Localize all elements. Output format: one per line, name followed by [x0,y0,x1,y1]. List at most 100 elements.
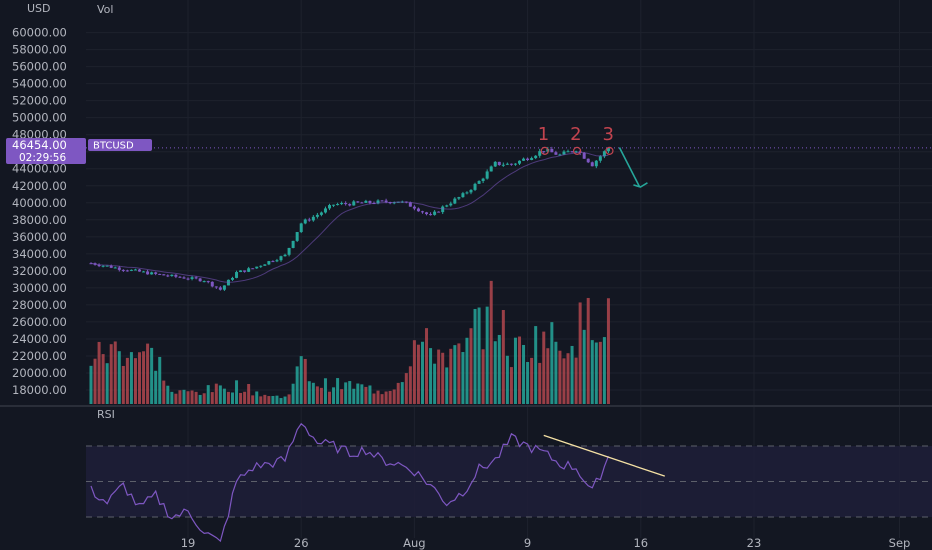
price-tick-label: 58000.00 [12,43,67,57]
candle-body [259,265,263,267]
candle-body [501,164,505,166]
rsi-trendline[interactable] [543,434,665,477]
volume-bar [420,341,424,404]
candle-body [566,151,570,153]
price-tick-label: 52000.00 [12,94,67,108]
candle-body [550,148,554,153]
candle-body [485,171,489,179]
price-tick-label: 54000.00 [12,77,67,91]
volume-bar [352,388,356,404]
candle-body [554,152,558,155]
price-tick-label: 30000.00 [12,281,67,295]
candle-body [251,268,255,270]
volume-bar [117,351,121,404]
volume-bar [570,345,574,404]
volume-bar [198,394,202,404]
pattern-mark-circle[interactable] [605,146,614,155]
volume-bar [328,391,332,404]
volume-bar [542,331,546,404]
volume-bar [505,355,509,404]
candle-body [307,219,311,221]
volume-bar [263,394,267,404]
volume-bar [497,334,501,404]
pattern-mark-circle[interactable] [540,146,549,155]
volume-bar [550,322,554,404]
volume-bar [259,396,263,404]
time-tick-label: 26 [294,536,309,550]
pattern-mark-1[interactable]: 1 [538,124,549,145]
candle-body [138,269,142,272]
volume-bar [562,358,566,404]
volume-bar [154,370,158,404]
candle-body [364,200,368,203]
candle-body [433,211,437,215]
pattern-mark-3[interactable]: 3 [602,124,613,145]
forecast-arrow-line[interactable] [618,147,641,187]
forecast-arrow-head[interactable] [633,182,648,188]
volume-bar [190,390,194,404]
candle-body [295,232,299,241]
volume-bar [315,386,319,404]
volume-bar [222,388,226,404]
price-tick-label: 32000.00 [12,264,67,278]
candle-body [315,214,319,217]
volume-bar [445,367,449,404]
volume-label: Vol [97,3,113,16]
candle-body [218,287,222,290]
symbol-tag-label: BTCUSD [93,141,134,152]
volume-bar [457,343,461,404]
price-tick-label: 18000.00 [12,383,67,397]
time-tick-label: Aug [403,536,425,550]
candle-body [493,161,497,167]
volume-bar [340,389,344,404]
volume-bar [283,396,287,404]
volume-bar [400,382,404,404]
volume-bar [489,280,493,404]
volume-bar [578,302,582,404]
volume-bar [416,344,420,404]
volume-bar [453,345,457,404]
volume-bar [396,382,400,404]
volume-bar [218,385,222,404]
candle-body [194,277,198,279]
candle-body [412,206,416,209]
price-axis[interactable]: 18000.00 20000.00 22000.00 24000.00 26000.00… [12,26,67,397]
candle-body [178,276,182,278]
time-axis[interactable]: 19 26 Aug 9 16 23 Sep [181,536,911,550]
volume-bar [538,362,542,404]
candle-body [174,274,178,277]
candle-body [582,152,586,159]
volume-bar [586,297,590,404]
volume-bar [574,357,578,404]
volume-bar [441,352,445,404]
candle-body [513,163,517,165]
price-tick-label: 40000.00 [12,196,67,210]
volume-bar [133,358,137,404]
volume-bar [323,378,327,404]
volume-bar [202,393,206,404]
candle-body [328,205,332,209]
price-tag-value: 46454.00 [12,138,67,152]
volume-bar [590,340,594,404]
candle-body [239,270,243,273]
pattern-mark-2[interactable]: 2 [570,124,581,145]
pattern-mark-circle[interactable] [572,146,582,155]
volume-bar [279,398,283,404]
volume-bar [166,385,170,404]
volume-bar [388,390,392,404]
candle-body [190,277,194,279]
candle-body [336,204,340,206]
volume-bar [271,395,275,404]
candle-body [113,267,117,269]
volume-bars [89,280,610,404]
candle-body [416,208,420,212]
volume-bar [214,383,218,404]
volume-bar [226,391,230,404]
volume-bar [412,340,416,404]
candle-body [202,281,206,283]
price-tick-label: 28000.00 [12,298,67,312]
candle-body [275,260,279,262]
